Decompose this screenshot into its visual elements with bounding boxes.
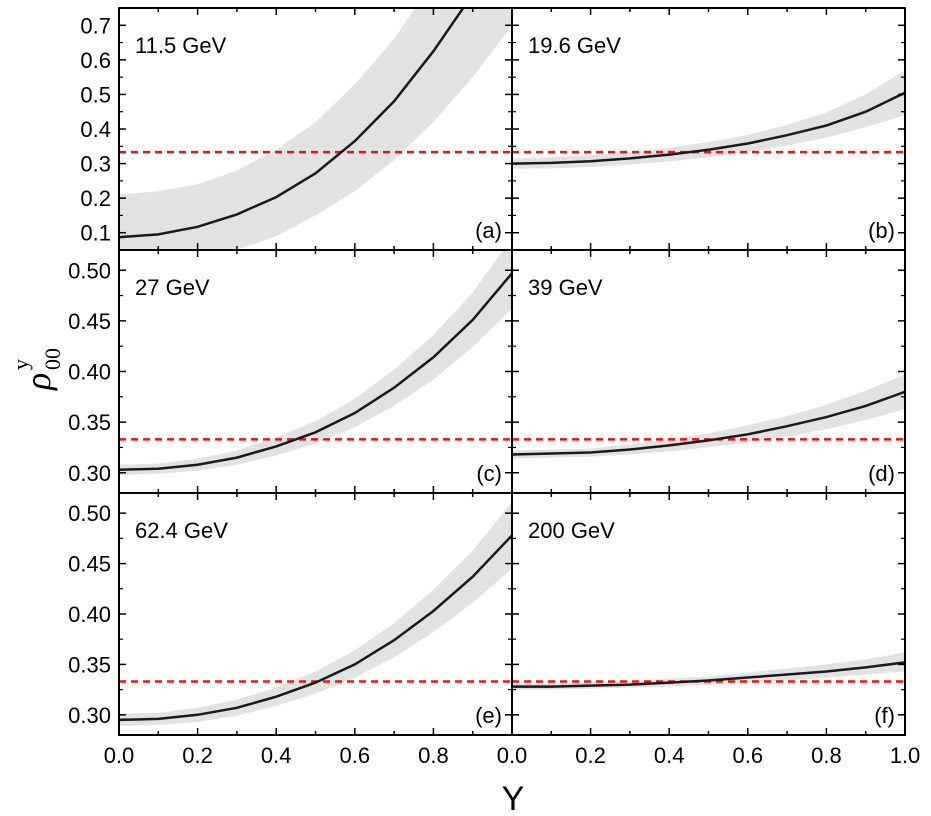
panel-label-e: (e)	[475, 703, 502, 728]
panel-e: 0.30 0.35 0.40 0.45 0.50 62.4 GeV (e)	[68, 492, 513, 736]
panel-e-plot-area	[119, 502, 512, 726]
x-tick-label-2: 0.4	[261, 743, 292, 768]
curve-e	[119, 534, 512, 722]
x-tick-label-4: 0.8	[418, 743, 449, 768]
y-axis-label-superscript: y	[8, 359, 33, 370]
curve-f	[512, 661, 905, 688]
y-tick-label-a-6: 0.7	[80, 13, 111, 38]
x-tick-label-6: 0.2	[575, 743, 606, 768]
x-tick-label-8: 0.6	[733, 743, 764, 768]
y-tick-label-e-2: 0.40	[68, 602, 111, 627]
panel-a-plot-area	[119, 8, 512, 250]
panel-a: 0.1 0.2 0.3 0.4 0.5 0.6 0.7 11.5 GeV (a)	[80, 7, 513, 251]
uncertainty-band-f	[512, 652, 905, 690]
y-tick-label-c-3: 0.45	[68, 309, 111, 334]
y-tick-label-e-4: 0.50	[68, 501, 111, 526]
panel-d-plot-area	[512, 374, 905, 459]
x-tick-labels: 0.0 0.2 0.4 0.6 0.8 0.0 0.2 0.4 0.6 0.8 1.0	[104, 743, 921, 768]
x-tick-label-9: 0.8	[811, 743, 842, 768]
energy-label-e: 62.4 GeV	[135, 518, 228, 543]
panel-b-plot-area	[512, 70, 905, 169]
y-tick-label-c-4: 0.50	[68, 258, 111, 283]
panel-label-c: (c)	[476, 461, 502, 486]
x-tick-label-0: 0.0	[104, 743, 135, 768]
x-tick-label-7: 0.4	[654, 743, 685, 768]
x-tick-label-5: 0.0	[497, 743, 528, 768]
panel-label-b: (b)	[868, 218, 895, 243]
y-tick-label-e-0: 0.30	[68, 703, 111, 728]
x-tick-label-10: 1.0	[890, 743, 921, 768]
panel-f: 200 GeV (f)	[511, 492, 906, 736]
panel-label-d: (d)	[868, 461, 895, 486]
x-tick-label-3: 0.6	[340, 743, 371, 768]
y-tick-label-a-1: 0.2	[80, 186, 111, 211]
plot-layer: 0.1 0.2 0.3 0.4 0.5 0.6 0.7 11.5 GeV (a) 19.6 GeV…	[68, 7, 921, 768]
panel-b: 19.6 GeV (b)	[511, 7, 906, 251]
curve-b	[512, 91, 905, 165]
y-tick-label-c-1: 0.35	[68, 410, 111, 435]
x-axis-label: Y	[502, 780, 525, 816]
panel-d: 39 GeV (d)	[511, 249, 906, 494]
y-axis-label-symbol: ρ	[18, 373, 58, 391]
energy-label-a: 11.5 GeV	[135, 33, 227, 58]
y-tick-label-e-1: 0.35	[68, 652, 111, 677]
panel-c-plot-area	[119, 250, 512, 475]
y-axis-label: ρ 00 y	[8, 348, 65, 391]
y-tick-label-c-0: 0.30	[68, 461, 111, 486]
y-tick-label-a-3: 0.4	[80, 117, 111, 142]
curve-a	[119, 8, 465, 239]
energy-label-d: 39 GeV	[528, 275, 603, 300]
y-tick-label-a-2: 0.3	[80, 152, 111, 177]
uncertainty-band-c	[119, 250, 512, 475]
y-axis-label-subscript: 00	[40, 348, 65, 370]
y-tick-label-a-5: 0.6	[80, 48, 111, 73]
energy-label-f: 200 GeV	[528, 518, 615, 543]
panel-label-a: (a)	[475, 218, 502, 243]
y-tick-label-a-4: 0.5	[80, 82, 111, 107]
y-tick-label-a-0: 0.1	[80, 221, 111, 246]
y-tick-label-c-2: 0.40	[68, 360, 111, 385]
uncertainty-band-a	[119, 8, 512, 250]
x-tick-label-1: 0.2	[182, 743, 213, 768]
energy-label-c: 27 GeV	[135, 275, 210, 300]
panel-f-plot-area	[512, 652, 905, 690]
y-tick-label-e-3: 0.45	[68, 552, 111, 577]
curve-c	[119, 272, 512, 471]
energy-label-b: 19.6 GeV	[528, 33, 621, 58]
uncertainty-band-d	[512, 374, 905, 459]
panel-label-f: (f)	[874, 703, 895, 728]
curve-d	[512, 390, 905, 456]
panel-c: 0.30 0.35 0.40 0.45 0.50 27 GeV (c)	[68, 249, 513, 494]
